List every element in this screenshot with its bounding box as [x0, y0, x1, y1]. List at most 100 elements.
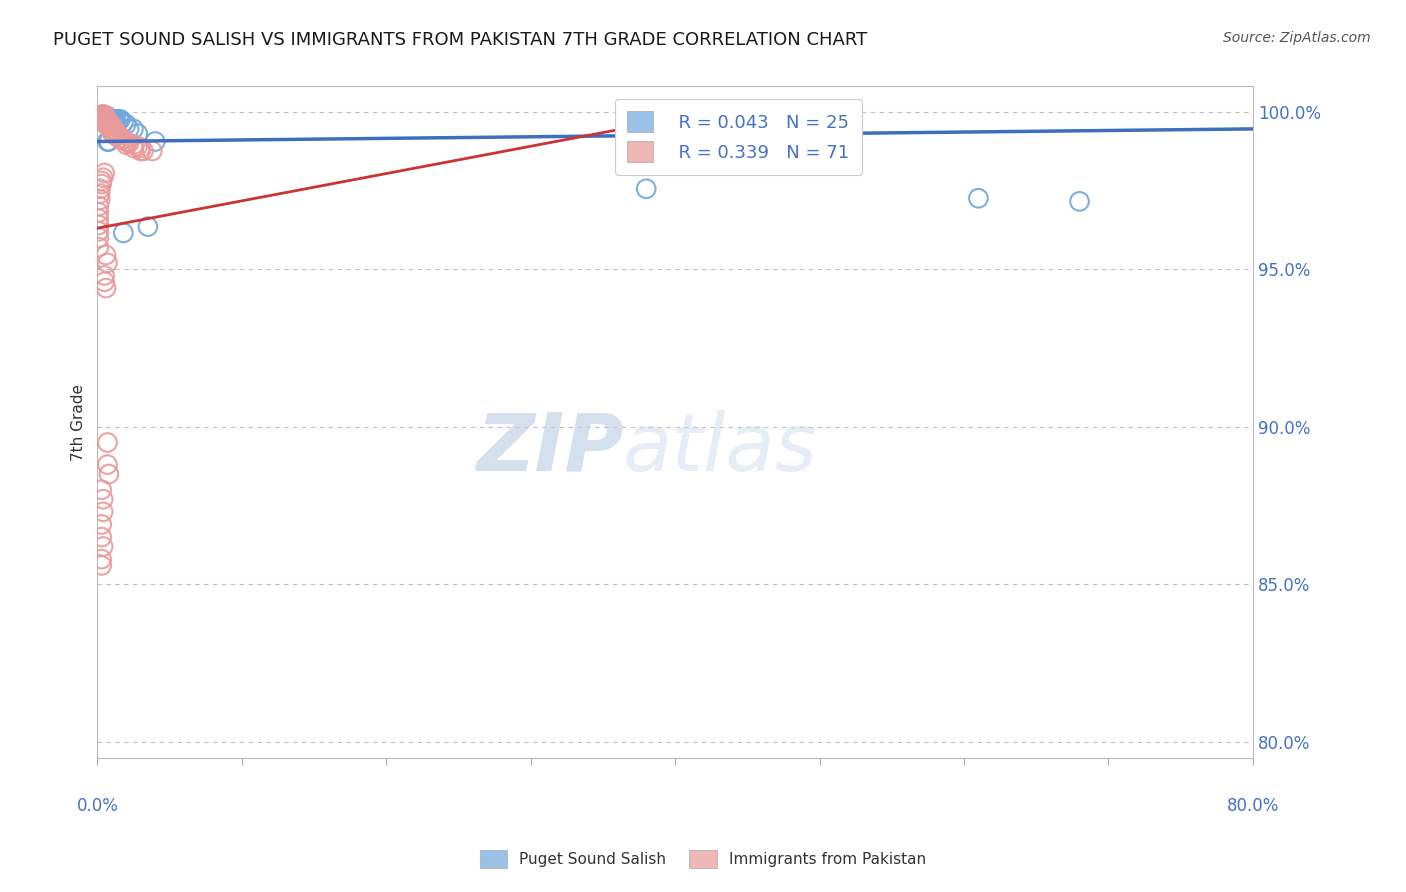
Point: [122, 141, 145, 155]
Point: [98, 119, 121, 133]
Point: [141, 144, 163, 158]
Point: [112, 115, 135, 129]
Point: [122, 137, 145, 152]
Point: [90, 108, 112, 122]
Point: [108, 112, 131, 127]
Point: [136, 219, 159, 234]
Point: [93, 109, 115, 123]
Point: [91, 170, 114, 185]
Point: [94, 248, 117, 262]
Point: [122, 122, 145, 136]
Point: [105, 128, 128, 143]
Point: [94, 111, 117, 125]
Point: [103, 122, 125, 136]
Point: [91, 111, 114, 125]
Point: [96, 109, 118, 123]
Point: [90, 109, 112, 123]
Point: [1069, 194, 1091, 209]
Point: [105, 112, 128, 127]
Point: [96, 435, 118, 450]
Point: [90, 552, 112, 566]
Point: [89, 186, 111, 201]
Point: [90, 558, 112, 573]
Point: [115, 135, 138, 149]
Point: [115, 117, 138, 131]
Point: [87, 205, 110, 219]
Point: [101, 125, 124, 139]
Point: [89, 193, 111, 207]
Point: [87, 211, 110, 226]
Point: [98, 114, 121, 128]
Point: [96, 458, 118, 472]
Point: [90, 517, 112, 532]
Point: [90, 483, 112, 497]
Point: [93, 275, 115, 289]
Point: [93, 114, 115, 128]
Y-axis label: 7th Grade: 7th Grade: [72, 384, 86, 460]
Point: [94, 114, 117, 128]
Point: [97, 119, 120, 133]
Point: [97, 115, 120, 129]
Point: [94, 117, 117, 131]
Point: [98, 122, 121, 136]
Point: [91, 540, 114, 554]
Point: [104, 128, 127, 143]
Point: [636, 182, 658, 196]
Point: [87, 230, 110, 244]
Point: [108, 131, 131, 145]
Text: PUGET SOUND SALISH VS IMMIGRANTS FROM PAKISTAN 7TH GRADE CORRELATION CHART: PUGET SOUND SALISH VS IMMIGRANTS FROM PA…: [53, 31, 868, 49]
Text: ZIP: ZIP: [475, 409, 623, 488]
Point: [118, 136, 141, 150]
Point: [112, 226, 135, 240]
Point: [90, 530, 112, 544]
Point: [143, 135, 166, 149]
Point: [94, 111, 117, 125]
Point: [115, 137, 138, 152]
Point: [101, 122, 124, 136]
Text: 0.0%: 0.0%: [76, 797, 118, 814]
Point: [91, 505, 114, 519]
Point: [90, 174, 112, 188]
Point: [103, 125, 125, 139]
Legend: Puget Sound Salish, Immigrants from Pakistan: Puget Sound Salish, Immigrants from Paki…: [474, 844, 932, 873]
Point: [87, 224, 110, 238]
Point: [96, 119, 118, 133]
Point: [132, 144, 155, 158]
Point: [967, 191, 990, 205]
Point: [94, 281, 117, 295]
Point: [129, 144, 152, 158]
Point: [101, 119, 124, 133]
Point: [127, 127, 149, 141]
Point: [89, 182, 111, 196]
Point: [108, 128, 131, 143]
Point: [96, 135, 118, 149]
Point: [97, 135, 120, 149]
Point: [110, 112, 132, 127]
Point: [97, 467, 120, 481]
Point: [105, 125, 128, 139]
Point: [87, 240, 110, 254]
Point: [93, 111, 115, 125]
Text: Source: ZipAtlas.com: Source: ZipAtlas.com: [1223, 31, 1371, 45]
Point: [97, 111, 120, 125]
Point: [93, 268, 115, 283]
Point: [96, 256, 118, 270]
Point: [91, 108, 114, 122]
Legend:   R = 0.043   N = 25,   R = 0.339   N = 71: R = 0.043 N = 25, R = 0.339 N = 71: [614, 99, 862, 175]
Point: [118, 122, 141, 136]
Point: [107, 128, 129, 143]
Point: [93, 166, 115, 180]
Point: [89, 109, 111, 123]
Point: [96, 114, 118, 128]
Point: [87, 199, 110, 213]
Point: [103, 112, 125, 127]
Point: [104, 114, 127, 128]
Text: 80.0%: 80.0%: [1226, 797, 1279, 814]
Point: [87, 218, 110, 232]
Point: [87, 109, 110, 123]
Text: atlas: atlas: [623, 409, 818, 488]
Point: [111, 131, 134, 145]
Point: [129, 141, 152, 155]
Point: [101, 112, 124, 127]
Point: [91, 492, 114, 507]
